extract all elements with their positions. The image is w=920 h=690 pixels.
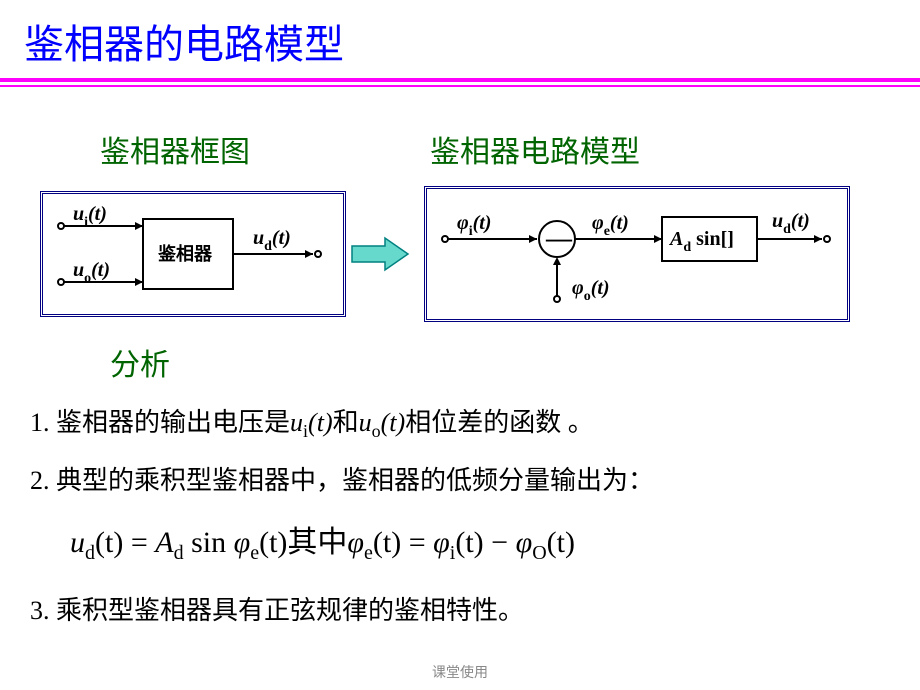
footer-text: 课堂使用	[0, 662, 920, 682]
svg-text:ud(t): ud(t)	[253, 227, 291, 254]
diagram-circuit-right: φi(t) — φo(t) φe(t) Ad sin[] ud(t)	[424, 186, 850, 322]
divider-thin	[0, 85, 920, 87]
subtitle-right: 鉴相器电路模型	[430, 127, 640, 171]
transition-arrow-icon	[350, 234, 410, 274]
circuit-model-svg: φi(t) — φo(t) φe(t) Ad sin[] ud(t)	[437, 199, 837, 309]
svg-text:φo(t): φo(t)	[572, 277, 610, 304]
analysis-line-3: 3. 乘积型鉴相器具有正弦规律的鉴相特性。	[30, 590, 920, 627]
svg-text:鉴相器: 鉴相器	[157, 243, 213, 264]
analysis-line-1: 1. 鉴相器的输出电压是ui(t)和uo(t)相位差的函数 。	[30, 402, 920, 442]
divider-thick	[0, 78, 920, 82]
svg-text:ud(t): ud(t)	[772, 210, 810, 237]
analysis-line-2: 2. 典型的乘积型鉴相器中，鉴相器的低频分量输出为：	[30, 460, 920, 497]
svg-text:Ad sin[]: Ad sin[]	[668, 228, 734, 255]
diagram-block-left: ui(t) uo(t) 鉴相器 ud(t)	[40, 191, 346, 317]
svg-text:φi(t): φi(t)	[457, 212, 491, 239]
page-title: 鉴相器的电路模型	[0, 0, 920, 78]
formula-output: ud(t) = Ad sin φe(t)其中φe(t) = φi(t) − φO…	[70, 517, 920, 565]
diagrams-row: ui(t) uo(t) 鉴相器 ud(t) φi(t)	[0, 186, 920, 322]
svg-text:φe(t): φe(t)	[592, 212, 629, 239]
subtitle-left: 鉴相器框图	[100, 127, 250, 171]
subtitles-row: 鉴相器框图 鉴相器电路模型	[0, 127, 920, 171]
block-diagram-svg: ui(t) uo(t) 鉴相器 ud(t)	[53, 204, 333, 304]
svg-text:—: —	[545, 224, 573, 253]
analysis-label: 分析	[110, 340, 920, 384]
